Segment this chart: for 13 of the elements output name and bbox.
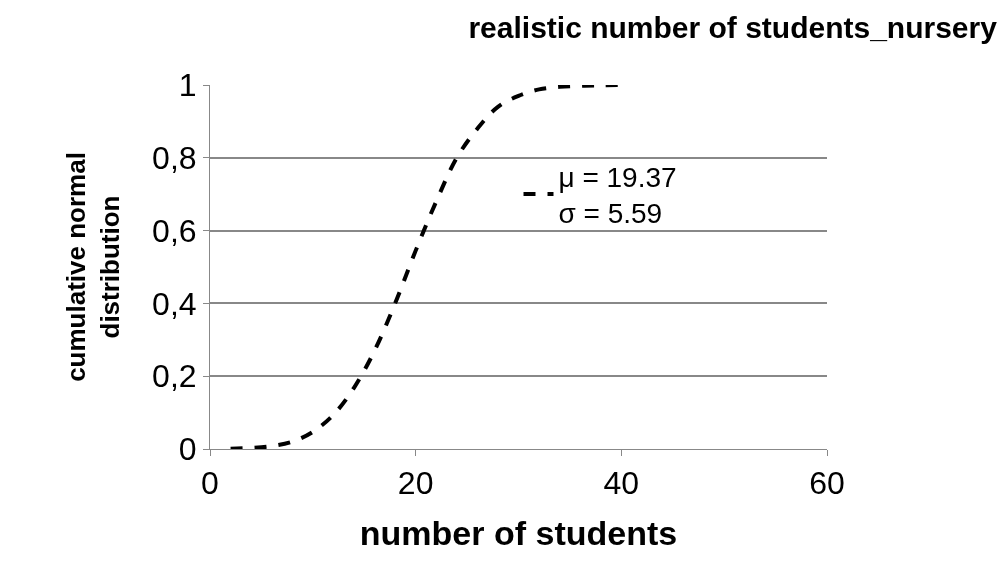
y-tick-label: 1 xyxy=(178,67,197,104)
x-tick-label: 40 xyxy=(603,465,640,502)
x-tick-label: 60 xyxy=(809,465,845,502)
y-tick-label: 0,8 xyxy=(152,140,197,176)
y-tick-label: 0,6 xyxy=(152,212,197,249)
legend-label: μ = 19.37 σ = 5.59 xyxy=(558,161,677,230)
y-axis-title: cumulative normal distribution xyxy=(60,152,125,382)
y-tick-label: 0 xyxy=(178,431,197,468)
chart-title: realistic number of students_nursery xyxy=(468,11,998,45)
y-tick-label: 0,2 xyxy=(152,358,197,395)
x-tick-label: 20 xyxy=(397,465,434,502)
x-axis-title: number of students xyxy=(359,513,678,552)
y-tick-label: 0,4 xyxy=(152,285,197,322)
